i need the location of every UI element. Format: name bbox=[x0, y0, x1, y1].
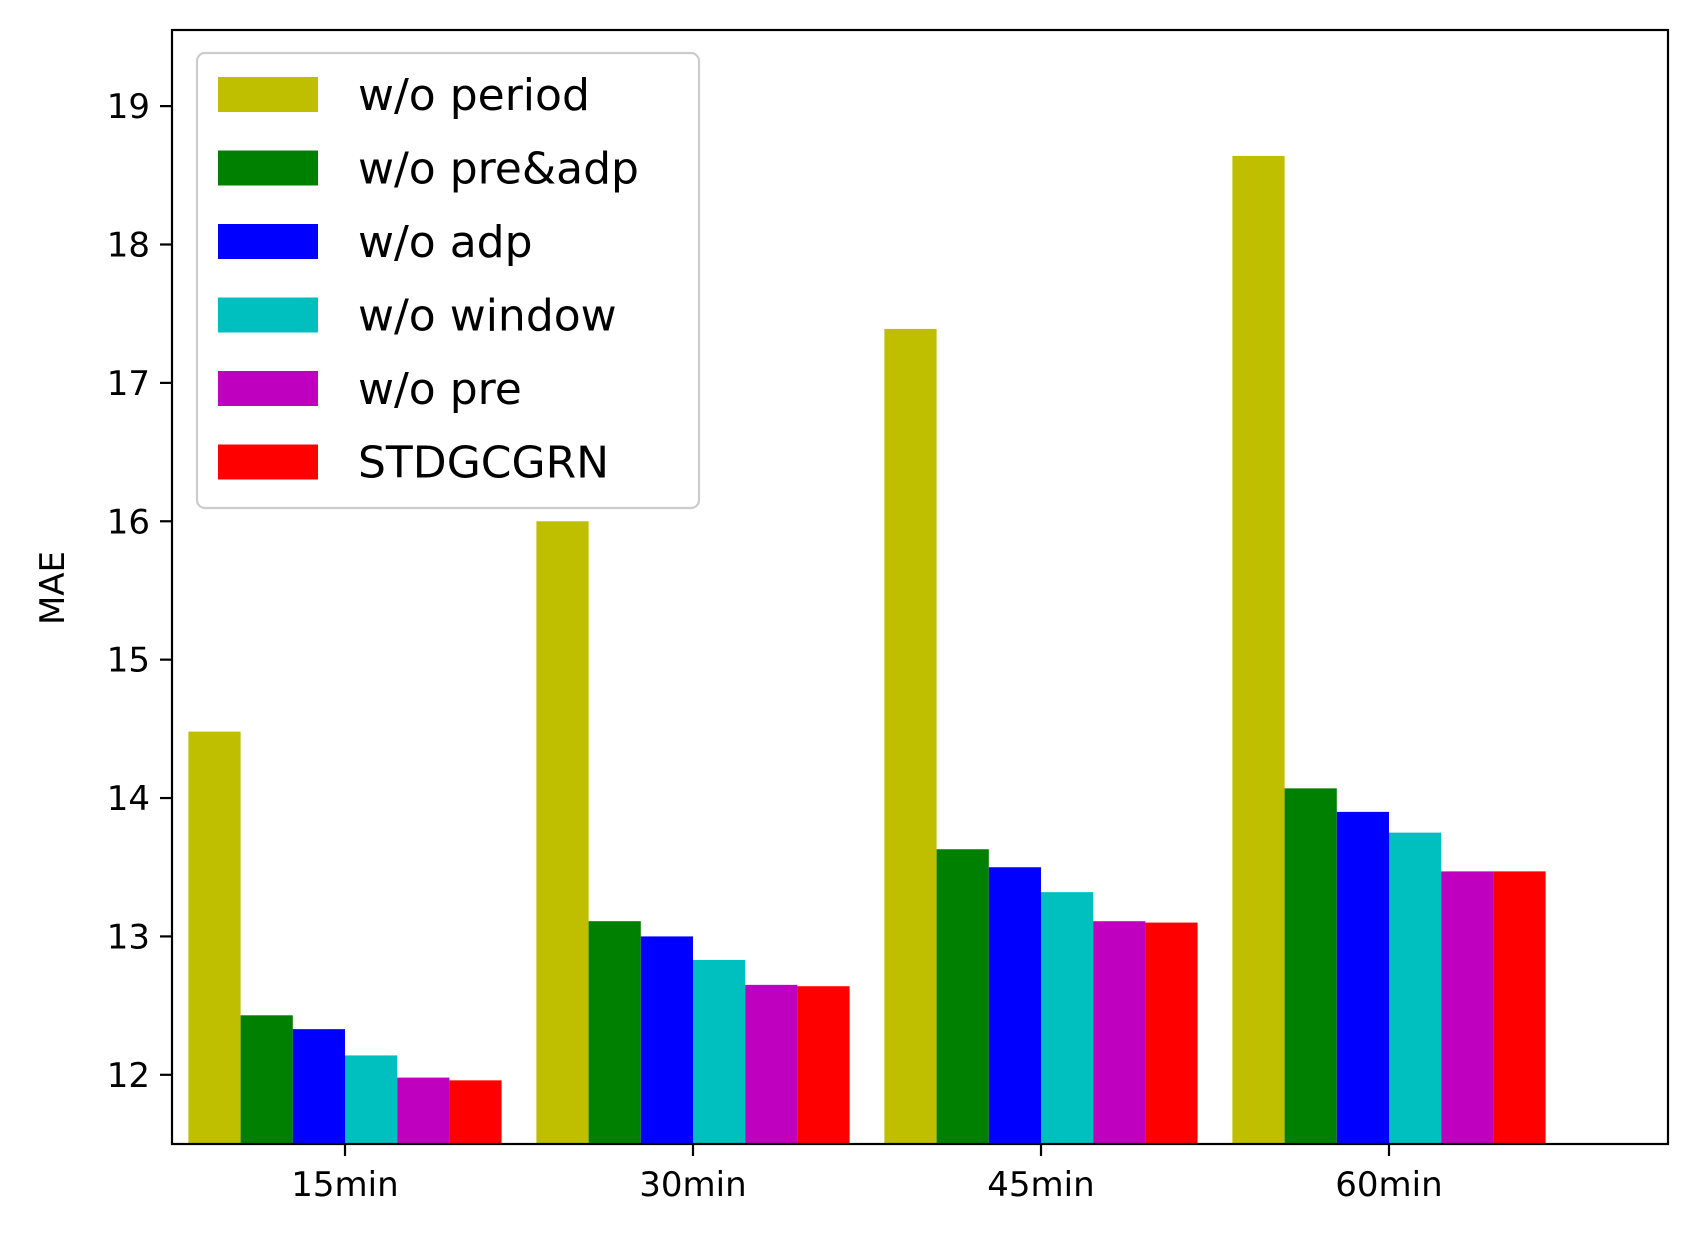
bar bbox=[884, 328, 937, 1144]
y-tick-label: 12 bbox=[107, 1056, 150, 1096]
plot-area-frame bbox=[170, 28, 1670, 1146]
y-tick-label: 18 bbox=[107, 225, 150, 265]
legend-label: w/o window bbox=[358, 291, 617, 342]
x-axis: 15min 30min 45min 60min bbox=[291, 1144, 1443, 1205]
bar bbox=[1441, 871, 1494, 1144]
y-tick-label: 15 bbox=[107, 641, 150, 681]
bar bbox=[1493, 871, 1546, 1144]
x-tick-label: 60min bbox=[1335, 1165, 1442, 1205]
y-tick-label: 16 bbox=[107, 502, 150, 542]
legend-frame bbox=[195, 51, 701, 510]
bar bbox=[1145, 922, 1198, 1144]
bar bbox=[292, 1029, 345, 1144]
bar bbox=[449, 1080, 502, 1144]
bar bbox=[188, 731, 241, 1144]
legend: w/o period w/o pre&adp w/o adp w/o window w/… bbox=[195, 51, 701, 510]
bar bbox=[797, 986, 850, 1144]
legend-label: w/o adp bbox=[358, 217, 533, 268]
legend-swatch bbox=[218, 297, 318, 333]
bar bbox=[240, 1015, 293, 1144]
bar bbox=[1093, 921, 1146, 1144]
bar bbox=[1336, 811, 1389, 1144]
bar bbox=[936, 849, 989, 1144]
legend-swatch bbox=[218, 150, 318, 186]
legend-swatch bbox=[218, 224, 318, 259]
x-tick-label: 45min bbox=[987, 1165, 1094, 1205]
legend-label: w/o pre&adp bbox=[358, 144, 639, 195]
bar bbox=[640, 936, 693, 1144]
bar bbox=[745, 984, 798, 1144]
y-axis: 12 13 14 15 16 17 18 19 bbox=[107, 87, 172, 1096]
bar bbox=[1284, 788, 1337, 1144]
bar bbox=[536, 521, 589, 1144]
bar bbox=[988, 867, 1041, 1144]
legend-swatch bbox=[218, 444, 318, 480]
bar bbox=[1041, 892, 1094, 1144]
x-tick-label: 30min bbox=[639, 1165, 746, 1205]
x-tick-label: 15min bbox=[291, 1165, 398, 1205]
y-tick-label: 19 bbox=[107, 87, 150, 127]
bars-layer bbox=[188, 155, 1546, 1144]
bar bbox=[1232, 155, 1285, 1144]
legend-label: w/o pre bbox=[358, 364, 522, 415]
bar bbox=[1389, 832, 1442, 1144]
bar bbox=[588, 921, 641, 1144]
y-axis-label: MAE bbox=[33, 551, 73, 625]
legend-label: w/o period bbox=[358, 70, 590, 121]
legend-swatch bbox=[218, 371, 318, 406]
bar bbox=[693, 959, 746, 1144]
legend-swatch bbox=[218, 77, 318, 112]
y-tick-label: 13 bbox=[107, 917, 150, 957]
bar bbox=[397, 1077, 450, 1144]
legend-label: STDGCGRN bbox=[358, 438, 609, 489]
bar bbox=[345, 1055, 398, 1144]
y-tick-label: 14 bbox=[107, 779, 150, 819]
y-tick-label: 17 bbox=[107, 364, 150, 404]
